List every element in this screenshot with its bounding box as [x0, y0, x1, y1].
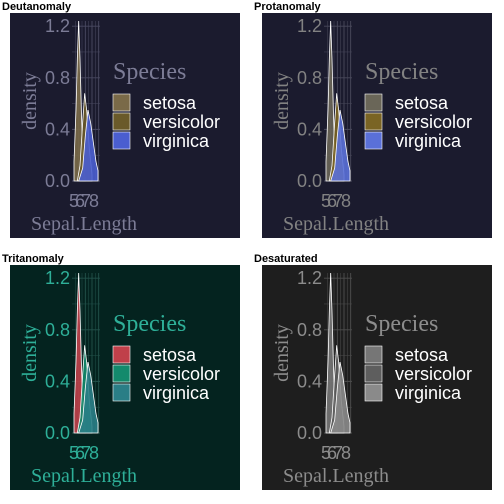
- y-tick-label: 0.8: [297, 68, 322, 88]
- legend-label-virginica: virginica: [143, 383, 210, 403]
- y-axis-title: density: [19, 324, 41, 382]
- chart-panel-protanomaly: Protanomaly0.00.40.81.25678Sepal.Lengthd…: [254, 1, 492, 238]
- legend-label-versicolor: versicolor: [143, 112, 220, 132]
- legend-key-setosa: [113, 94, 130, 111]
- x-axis-title: Sepal.Length: [31, 213, 137, 235]
- y-tick-label: 0.8: [297, 320, 322, 340]
- x-axis-title: Sepal.Length: [283, 213, 389, 235]
- legend-label-setosa: setosa: [143, 345, 197, 365]
- x-axis-title: Sepal.Length: [283, 465, 389, 487]
- legend-key-versicolor: [113, 113, 130, 130]
- legend-label-virginica: virginica: [395, 383, 462, 403]
- chart-panel-desaturated: Desaturated0.00.40.81.25678Sepal.Lengthd…: [254, 253, 492, 490]
- chart-panel-tritanomaly: Tritanomaly0.00.40.81.25678Sepal.Lengthd…: [2, 253, 240, 490]
- legend-label-virginica: virginica: [395, 131, 462, 151]
- y-axis-title: density: [271, 324, 293, 382]
- y-tick-label: 0.0: [45, 423, 70, 443]
- legend-key-setosa: [113, 346, 130, 363]
- y-tick-label: 1.2: [297, 268, 322, 288]
- x-tick-label: 8: [89, 191, 99, 211]
- x-tick-label: 8: [341, 443, 351, 463]
- y-tick-label: 1.2: [45, 268, 70, 288]
- legend-title: Species: [365, 311, 438, 337]
- y-tick-label: 0.8: [45, 320, 70, 340]
- x-tick-label: 8: [341, 191, 351, 211]
- panel-title: Deutanomaly: [2, 1, 72, 13]
- y-axis-title: density: [19, 72, 41, 130]
- y-tick-label: 1.2: [45, 16, 70, 36]
- legend-label-setosa: setosa: [395, 345, 449, 365]
- y-tick-label: 0.4: [45, 371, 70, 391]
- y-tick-label: 0.0: [297, 423, 322, 443]
- y-tick-label: 0.0: [45, 171, 70, 191]
- legend-label-versicolor: versicolor: [143, 364, 220, 384]
- legend-key-versicolor: [365, 113, 382, 130]
- legend-key-versicolor: [365, 365, 382, 382]
- legend-label-virginica: virginica: [143, 131, 210, 151]
- legend-title: Species: [113, 59, 186, 85]
- legend-key-setosa: [365, 94, 382, 111]
- legend-label-setosa: setosa: [143, 93, 197, 113]
- panel-title: Desaturated: [254, 253, 318, 265]
- y-tick-label: 1.2: [297, 16, 322, 36]
- legend-label-versicolor: versicolor: [395, 112, 472, 132]
- legend-label-setosa: setosa: [395, 93, 449, 113]
- chart-panel-deutanomaly: Deutanomaly0.00.40.81.25678Sepal.Lengthd…: [2, 1, 240, 238]
- y-tick-label: 0.4: [297, 371, 322, 391]
- y-tick-label: 0.4: [45, 119, 70, 139]
- panel-title: Protanomaly: [254, 1, 322, 13]
- y-tick-label: 0.8: [45, 68, 70, 88]
- legend-title: Species: [113, 311, 186, 337]
- legend-key-virginica: [113, 384, 130, 401]
- legend-key-virginica: [365, 132, 382, 149]
- legend-key-virginica: [365, 384, 382, 401]
- x-axis-title: Sepal.Length: [31, 465, 137, 487]
- panel-title: Tritanomaly: [2, 253, 65, 265]
- legend-key-versicolor: [113, 365, 130, 382]
- legend-label-versicolor: versicolor: [395, 364, 472, 384]
- legend-key-virginica: [113, 132, 130, 149]
- y-axis-title: density: [271, 72, 293, 130]
- y-tick-label: 0.4: [297, 119, 322, 139]
- y-tick-label: 0.0: [297, 171, 322, 191]
- x-tick-label: 8: [89, 443, 99, 463]
- legend-title: Species: [365, 59, 438, 85]
- legend-key-setosa: [365, 346, 382, 363]
